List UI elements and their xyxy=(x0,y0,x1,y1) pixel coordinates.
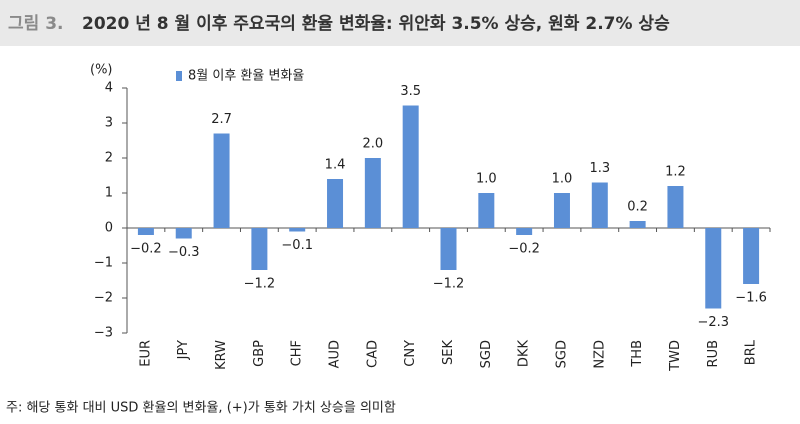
bar xyxy=(705,228,722,309)
value-label: 3.5 xyxy=(400,84,421,99)
chart-title: 2020 년 8 월 이후 주요국의 환율 변화율: 위안화 3.5% 상승, … xyxy=(82,13,670,34)
value-label: 1.4 xyxy=(325,158,346,173)
x-tick-label: GBP xyxy=(252,340,267,367)
value-label: −0.1 xyxy=(281,238,313,253)
bar xyxy=(591,182,608,228)
x-tick-label: THB xyxy=(630,340,645,368)
bar xyxy=(516,228,533,235)
legend-swatch xyxy=(176,71,182,81)
bar xyxy=(440,228,457,270)
x-tick-label: CAD xyxy=(365,340,380,368)
value-label: −0.2 xyxy=(508,242,540,257)
x-tick-label: CHF xyxy=(290,340,305,366)
x-tick-label: SGD xyxy=(554,340,569,368)
value-label: −0.2 xyxy=(130,242,162,257)
bar xyxy=(289,228,306,232)
value-label: 1.3 xyxy=(589,161,610,176)
y-tick-label: −2 xyxy=(94,291,113,306)
value-label: −1.2 xyxy=(244,277,276,292)
figure-label: 그림 3. xyxy=(8,14,64,34)
y-tick-label: 1 xyxy=(105,186,113,201)
x-tick-label: BRL xyxy=(744,339,759,365)
bar xyxy=(667,186,684,228)
x-tick-label: AUD xyxy=(328,340,343,368)
y-tick-label: 0 xyxy=(105,221,113,236)
x-tick-label: SEK xyxy=(441,340,456,365)
x-tick-label: NZD xyxy=(592,340,607,369)
bar xyxy=(478,193,495,228)
y-tick-label: 2 xyxy=(105,151,113,166)
legend-label: 8월 이후 환율 변화율 xyxy=(188,69,304,84)
x-tick-label: DKK xyxy=(517,340,532,368)
bar xyxy=(629,221,646,228)
value-label: 0.2 xyxy=(627,200,648,215)
x-tick-label: RUB xyxy=(706,340,721,367)
value-label: 1.2 xyxy=(665,165,686,180)
bar xyxy=(364,158,381,228)
footnote: 주: 해당 통화 대비 USD 환율의 변화율, (+)가 통화 가치 상승을 … xyxy=(6,401,396,416)
bar xyxy=(327,179,344,228)
x-tick-label: JPY xyxy=(176,340,191,360)
x-tick-label: TWD xyxy=(668,340,683,372)
x-tick-label: KRW xyxy=(214,340,229,370)
bar xyxy=(175,228,192,239)
x-tick-label: CNY xyxy=(403,340,418,367)
value-label: 1.0 xyxy=(552,172,573,187)
value-label: −1.2 xyxy=(433,277,465,292)
value-label: −2.3 xyxy=(697,315,729,330)
x-tick-label: EUR xyxy=(138,340,153,367)
value-label: −0.3 xyxy=(168,245,200,260)
bar xyxy=(553,193,570,228)
bar xyxy=(251,228,268,270)
value-label: 2.0 xyxy=(363,137,384,152)
y-tick-label: −1 xyxy=(94,256,113,271)
value-label: −1.6 xyxy=(735,291,767,306)
y-tick-label: 4 xyxy=(105,81,113,96)
bar xyxy=(743,228,760,284)
bar xyxy=(213,133,230,228)
y-unit: (%) xyxy=(90,63,113,78)
y-tick-label: 3 xyxy=(105,116,113,131)
bar xyxy=(402,105,419,228)
x-tick-label: SGD xyxy=(479,340,494,368)
bar xyxy=(137,228,154,235)
y-tick-label: −3 xyxy=(94,326,113,341)
value-label: 2.7 xyxy=(211,112,232,127)
value-label: 1.0 xyxy=(476,172,497,187)
header-band xyxy=(0,0,800,46)
